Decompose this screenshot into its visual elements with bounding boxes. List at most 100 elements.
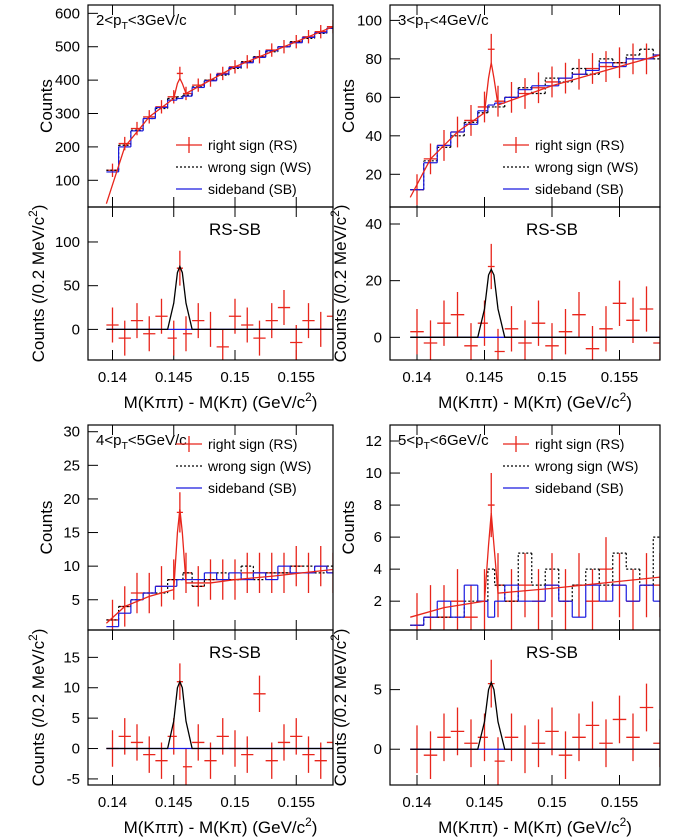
error-point bbox=[585, 53, 600, 84]
x-tick-label: 0.15 bbox=[220, 794, 249, 811]
legend-label: wrong sign (WS) bbox=[534, 458, 638, 474]
error-point bbox=[545, 323, 559, 360]
y-tick-label: 500 bbox=[55, 39, 80, 56]
error-point bbox=[204, 559, 217, 600]
panel-title-part: T bbox=[423, 20, 430, 32]
error-point bbox=[487, 243, 495, 290]
frame bbox=[389, 206, 661, 361]
y-axis-title: Counts bbox=[37, 501, 56, 555]
x-axis-title-part: ) bbox=[312, 393, 318, 412]
error-point bbox=[277, 290, 291, 326]
legend-label: right sign (RS) bbox=[208, 436, 297, 452]
y-tick-label: 300 bbox=[55, 106, 80, 123]
y-axis-title-part: Counts (/0.2 MeV/c bbox=[29, 216, 48, 362]
x-axis-title-part: M(Kππ) - M(Kπ) (GeV/c bbox=[438, 393, 620, 412]
panel-title: 3<pT<4GeV/c bbox=[398, 12, 489, 32]
panel: 0 50 100 0.14 0.145 0.15 0.155 Counts (/0.2 MeV… bbox=[26, 205, 334, 412]
error-point bbox=[487, 33, 495, 65]
error-point bbox=[477, 713, 488, 762]
y-axis-title: Counts bbox=[37, 79, 56, 133]
y-tick-label: 5 bbox=[374, 682, 382, 699]
panel-title-part: <3GeV/c bbox=[128, 12, 187, 29]
y-tick-label: 0 bbox=[374, 741, 382, 758]
error-point bbox=[464, 719, 478, 768]
error-point bbox=[155, 100, 168, 114]
error-point bbox=[639, 683, 654, 732]
y-tick-label: 50 bbox=[63, 278, 80, 295]
error-point bbox=[326, 298, 333, 334]
y-tick-label: 200 bbox=[55, 139, 80, 156]
y-tick-label: 400 bbox=[55, 72, 80, 89]
error-point bbox=[531, 300, 546, 346]
error-point bbox=[464, 585, 478, 630]
x-axis-title: M(Kππ) - M(Kπ) (GeV/c2) bbox=[438, 815, 632, 837]
error-point bbox=[437, 300, 451, 346]
panel-title-part: 2<p bbox=[96, 12, 121, 29]
error-point bbox=[585, 701, 600, 750]
panel-title-part: T bbox=[121, 20, 128, 32]
error-point bbox=[302, 303, 315, 339]
legend-label: sideband (SB) bbox=[208, 480, 297, 496]
error-point bbox=[518, 320, 532, 360]
error-point bbox=[558, 731, 573, 780]
y-tick-label: 0 bbox=[72, 741, 80, 758]
y-tick-label: 100 bbox=[357, 12, 382, 29]
y-tick-label: 12 bbox=[365, 433, 382, 450]
y-axis-title-part: Counts bbox=[37, 79, 56, 133]
y-axis-title-part: 2 bbox=[328, 210, 342, 217]
x-tick-label: 0.145 bbox=[466, 369, 504, 386]
panel-title-part: T bbox=[121, 440, 128, 452]
panel-title-part: 5<p bbox=[398, 432, 423, 449]
error-point bbox=[290, 325, 303, 360]
annotation: RS-SB bbox=[526, 220, 578, 239]
y-tick-label: 10 bbox=[63, 558, 80, 575]
error-point bbox=[241, 552, 254, 594]
y-tick-label: 5 bbox=[72, 710, 80, 727]
error-point bbox=[494, 328, 505, 360]
legend-label: wrong sign (WS) bbox=[207, 458, 311, 474]
error-point bbox=[504, 569, 519, 630]
legend-label: right sign (RS) bbox=[535, 436, 624, 452]
x-axis-title-part: ) bbox=[626, 818, 632, 837]
error-point bbox=[558, 309, 573, 355]
y-tick-label: 80 bbox=[365, 51, 382, 68]
annotation: RS-SB bbox=[209, 643, 261, 662]
error-point bbox=[192, 303, 205, 339]
x-axis-title: M(Kππ) - M(Kπ) (GeV/c2) bbox=[124, 390, 318, 412]
x-axis-title-part: ) bbox=[626, 393, 632, 412]
plot-area bbox=[410, 473, 660, 630]
y-axis-title-part: Counts bbox=[339, 79, 358, 133]
panel-title-part: <6GeV/c bbox=[430, 432, 489, 449]
error-point bbox=[464, 323, 478, 360]
error-point bbox=[143, 736, 156, 773]
error-point bbox=[585, 326, 600, 360]
error-point bbox=[277, 724, 291, 761]
error-point bbox=[572, 292, 586, 338]
y-axis-title-part: 2 bbox=[26, 634, 40, 641]
panel: 5 10 15 20 25 30 Counts 4<pT<5GeV/c right sign (… bbox=[37, 424, 334, 631]
error-point bbox=[464, 105, 478, 136]
y-axis-title: Counts (/0.2 MeV/c2) bbox=[26, 205, 48, 363]
frame bbox=[87, 629, 334, 786]
y-tick-label: 40 bbox=[365, 128, 382, 145]
y-tick-label: 60 bbox=[365, 89, 382, 106]
x-tick-label: 0.145 bbox=[466, 794, 504, 811]
panel-title: 4<pT<5GeV/c bbox=[96, 432, 187, 452]
fit-curve bbox=[410, 680, 660, 750]
error-point bbox=[155, 298, 168, 334]
error-point bbox=[585, 569, 600, 630]
error-point bbox=[599, 306, 613, 352]
y-tick-label: 0 bbox=[72, 321, 80, 338]
error-point bbox=[182, 748, 193, 785]
y-tick-label: 100 bbox=[55, 172, 80, 189]
error-point bbox=[599, 719, 613, 768]
legend-label: right sign (RS) bbox=[535, 137, 624, 153]
y-tick-label: 4 bbox=[374, 561, 382, 578]
error-point bbox=[326, 724, 333, 761]
error-point bbox=[265, 303, 278, 339]
annotation: RS-SB bbox=[526, 643, 578, 662]
error-point bbox=[450, 569, 465, 630]
y-axis-title-part: Counts bbox=[37, 501, 56, 555]
x-tick-label: 0.15 bbox=[537, 794, 566, 811]
x-tick-label: 0.14 bbox=[402, 794, 431, 811]
